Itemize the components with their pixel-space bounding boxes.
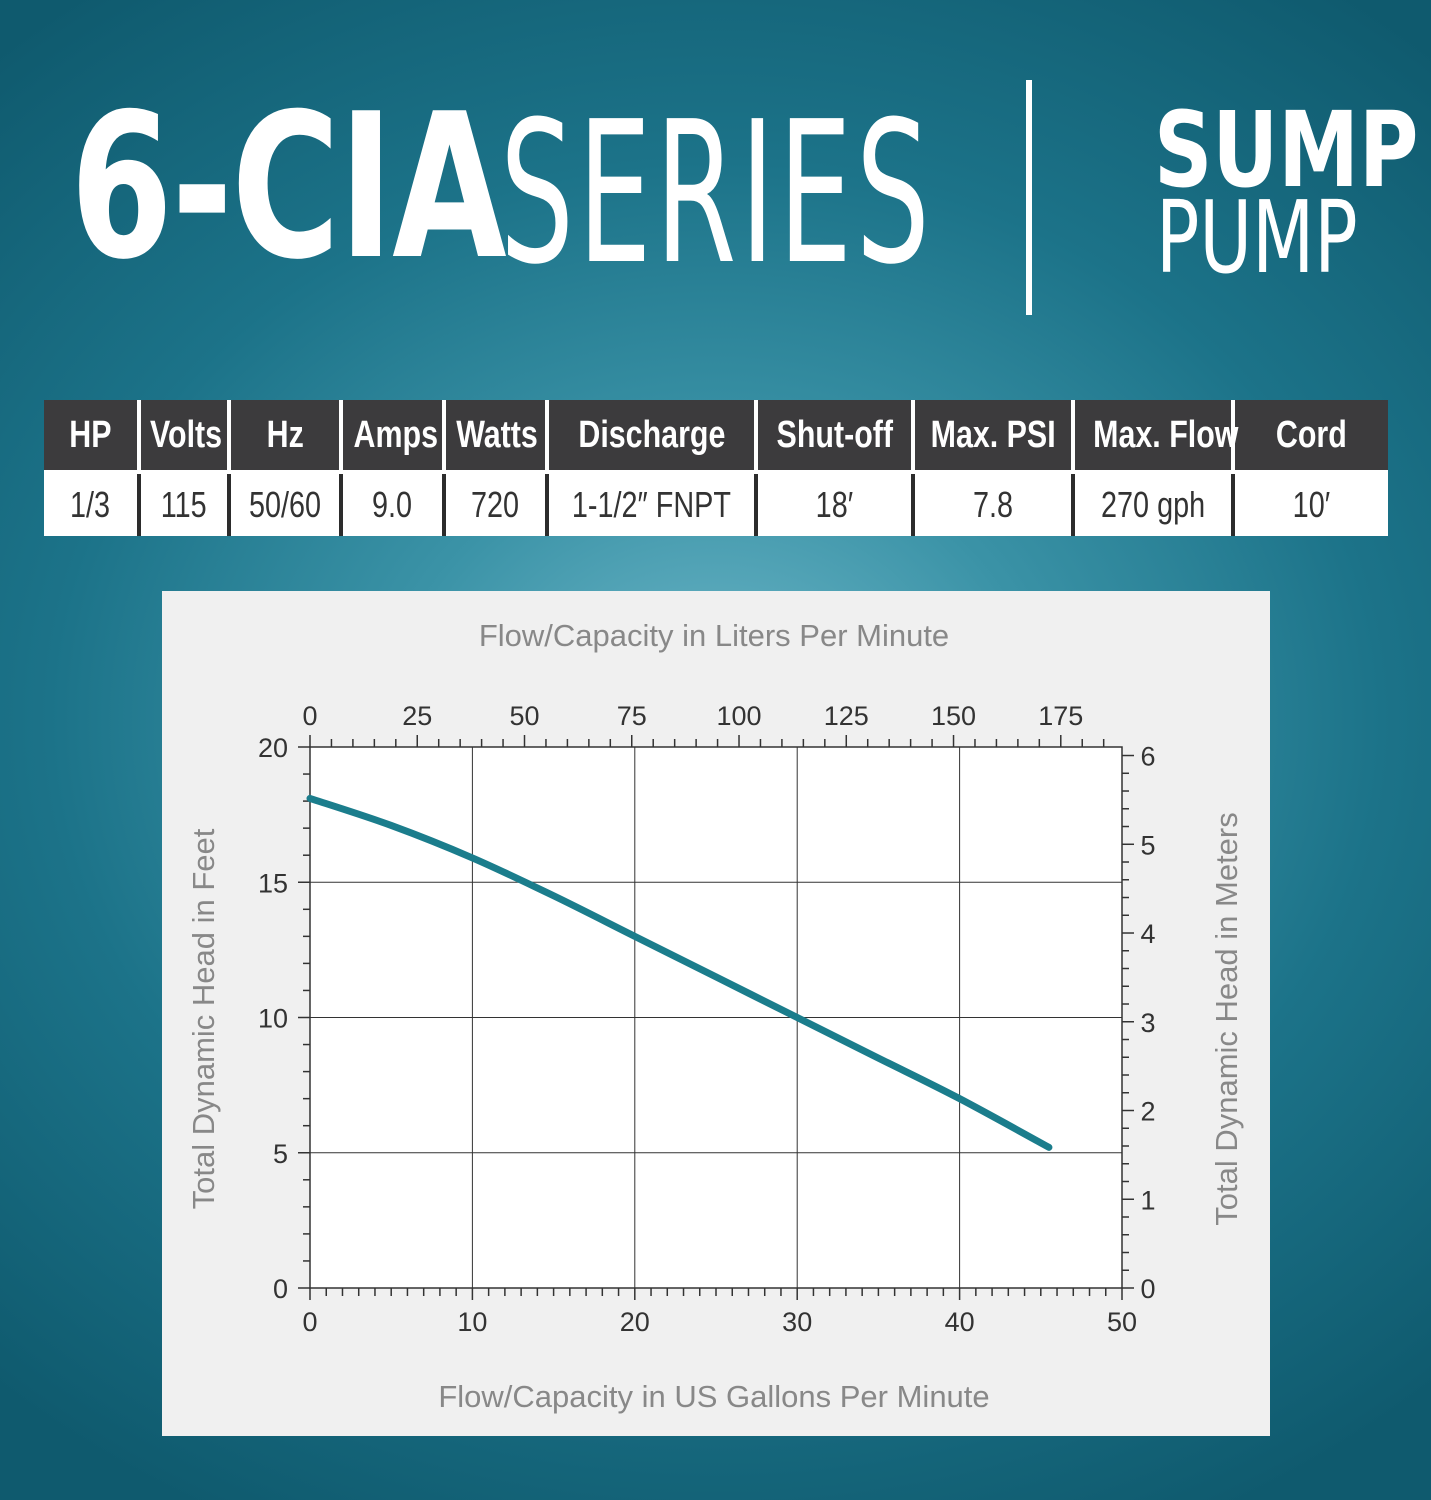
specs-value-discharge: 1-1/2″ FNPT: [545, 472, 756, 536]
specs-table: HP Volts Hz Amps Watts Discharge Shut-of…: [44, 400, 1388, 536]
bottom-x-tick-label: 10: [457, 1307, 487, 1337]
specs-value-watts: 720: [442, 472, 547, 536]
top-x-tick-label: 100: [716, 701, 761, 731]
model-title: 6-CIA: [70, 71, 507, 304]
title-divider: [1026, 80, 1032, 315]
left-y-tick-label: 15: [258, 868, 288, 898]
left-y-tick-label: 10: [258, 1004, 288, 1034]
performance-chart: 0 10 20 30 40 50 0 25 50 75 100 125 150 175 0 5 10 15 20 0 1…: [162, 591, 1270, 1436]
specs-value-hp: 1/3: [44, 472, 139, 536]
pump-curve-line: [306, 794, 1053, 1151]
bottom-x-axis-title: Flow/Capacity in US Gallons Per Minute: [438, 1379, 989, 1414]
left-y-tick-label: 20: [258, 733, 288, 763]
performance-chart-svg: 0 10 20 30 40 500 25 50 75 100 125 150 1750510152001…: [186, 618, 1244, 1414]
specs-value-row: 1/3 115 50/60 9.0 720 1-1/2″ FNPT 18′ 7.…: [44, 472, 1388, 536]
top-x-tick-label: 150: [931, 701, 976, 731]
specs-value-volts: 115: [137, 472, 229, 536]
specs-header-volts: Volts: [137, 400, 229, 474]
left-y-tick-label: 5: [273, 1139, 288, 1169]
right-y-tick-label: 2: [1140, 1097, 1155, 1127]
bottom-x-tick-label: 50: [1107, 1307, 1137, 1337]
specs-header-shutoff: Shut-off: [754, 400, 913, 474]
specs-header-amps: Amps: [339, 400, 444, 474]
top-x-tick-label: 125: [824, 701, 869, 731]
specs-header-row: HP Volts Hz Amps Watts Discharge Shut-of…: [44, 400, 1388, 474]
right-y-tick-label: 5: [1140, 830, 1155, 860]
series-title: SERIES: [500, 80, 934, 308]
product-type-line1: SUMP: [1154, 89, 1419, 211]
specs-header-hp: HP: [44, 400, 139, 474]
specs-value-hz: 50/60: [227, 472, 341, 536]
left-y-tick-label: 0: [273, 1274, 288, 1304]
specs-value-cord: 10′: [1231, 472, 1388, 536]
specs-header-cord: Cord: [1231, 400, 1388, 474]
specs-header-maxflow: Max. Flow: [1071, 400, 1238, 474]
top-x-tick-label: 50: [509, 701, 539, 731]
right-y-tick-label: 0: [1140, 1274, 1155, 1304]
specs-value-maxpsi: 7.8: [911, 472, 1073, 536]
top-x-tick-label: 25: [402, 701, 432, 731]
left-y-axis-title: Total Dynamic Head in Feet: [186, 828, 221, 1209]
top-x-tick-label: 175: [1038, 701, 1083, 731]
right-y-tick-label: 1: [1140, 1185, 1155, 1215]
specs-header-maxpsi: Max. PSI: [911, 400, 1073, 474]
specs-value-maxflow: 270 gph: [1071, 472, 1233, 536]
specs-header-watts: Watts: [442, 400, 547, 474]
product-type-line2: PUMP: [1156, 179, 1358, 296]
top-x-axis-title: Flow/Capacity in Liters Per Minute: [479, 618, 949, 653]
right-y-axis-title: Total Dynamic Head in Meters: [1209, 812, 1244, 1226]
right-y-tick-label: 3: [1140, 1008, 1155, 1038]
top-x-tick-label: 75: [617, 701, 647, 731]
right-y-tick-label: 4: [1140, 919, 1155, 949]
bottom-x-tick-label: 30: [782, 1307, 812, 1337]
specs-value-amps: 9.0: [339, 472, 444, 536]
specs-value-shutoff: 18′: [754, 472, 913, 536]
bottom-x-tick-label: 20: [620, 1307, 650, 1337]
top-x-tick-label: 0: [302, 701, 317, 731]
specs-header-hz: Hz: [227, 400, 341, 474]
bottom-x-tick-label: 0: [302, 1307, 317, 1337]
right-y-tick-label: 6: [1140, 742, 1155, 772]
bottom-x-tick-label: 40: [945, 1307, 975, 1337]
specs-header-discharge: Discharge: [545, 400, 756, 474]
